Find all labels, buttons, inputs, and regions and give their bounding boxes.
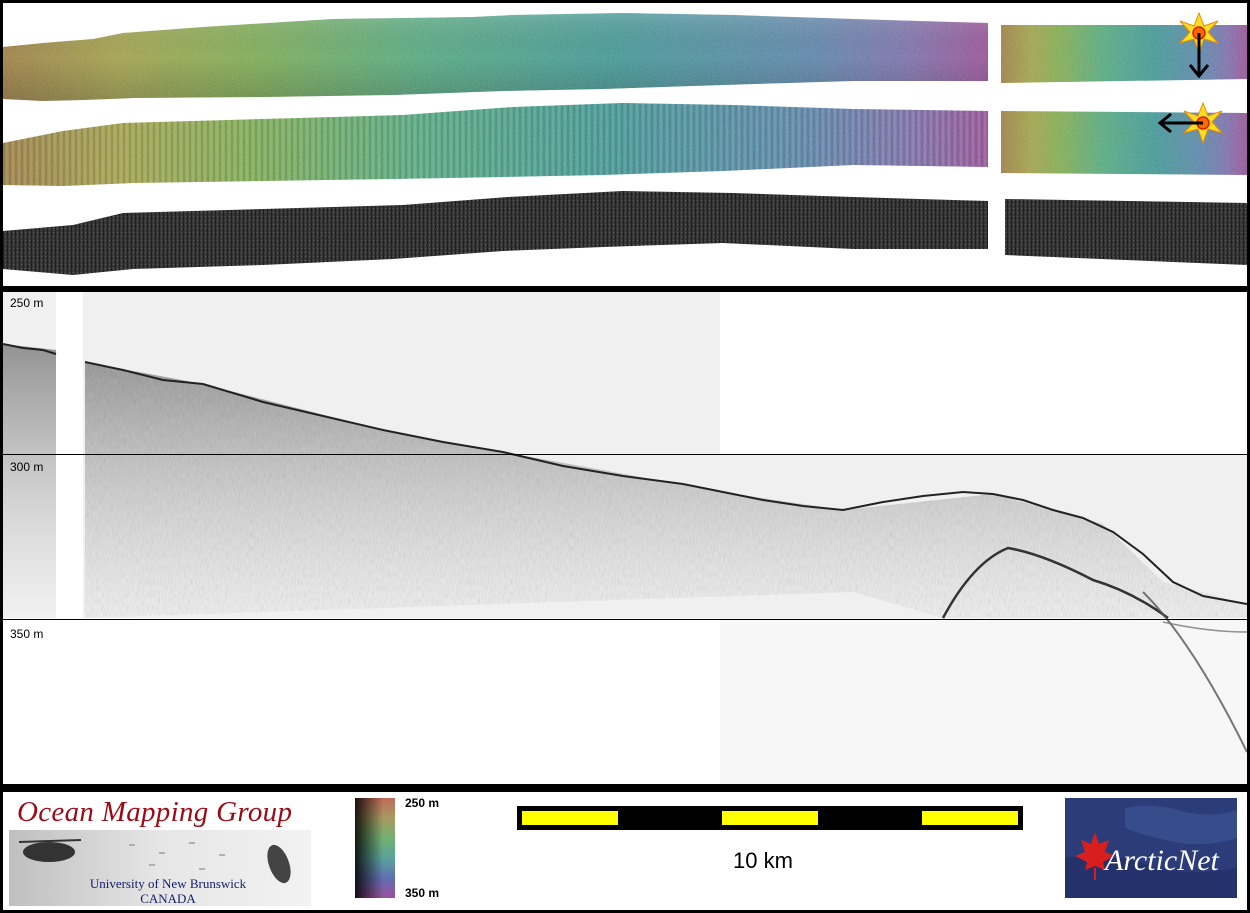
subsurface-reflector [941,546,1169,620]
scale-bar-segment [922,811,1018,825]
subbottom-profile-panel: 250 m 300 m 350 m [3,292,1247,784]
footer-panel: Ocean Mapping Group University of New Br… [3,792,1247,910]
university-name: University of New Brunswick [89,876,247,891]
depth-label-300: 300 m [10,460,44,474]
maple-leaf-icon [1075,832,1115,870]
scale-bar-segment [722,811,818,825]
university-text: University of New Brunswick CANADA [63,876,273,906]
swath-map-panel [3,3,1247,286]
colorbar-top-label: 250 m [405,796,440,810]
scale-bar-segment [522,811,618,825]
backscatter-strip [3,191,1247,275]
depth-gridline-350 [3,619,1247,620]
arrow-left-icon [1157,112,1203,134]
profile-window [720,618,1247,784]
university-country: CANADA [140,891,196,906]
swath-strips [3,11,1247,275]
depth-colorbar-shading [355,798,395,898]
arcticnet-logo: ArcticNet [1065,798,1237,898]
colorbar-bottom-label: 350 m [405,886,440,900]
arcticnet-logo-text: ArcticNet [1103,844,1220,877]
ocean-mapping-group-title: Ocean Mapping Group [17,796,293,828]
seafloor-reflector [3,343,57,355]
seafloor-reflector [84,361,1247,605]
bathymetry-strip-north-illumination [3,13,1247,101]
arrow-down-icon [1188,33,1210,79]
scale-bar [517,806,1023,830]
depth-label-250: 250 m [10,296,44,310]
bathymetry-strip-west-illumination [3,103,1247,186]
depth-label-350: 350 m [10,627,44,641]
profile-image [3,292,1247,784]
ocean-mapping-logo-image [9,830,311,906]
depth-gridline-300 [3,454,1247,455]
scale-bar-label: 10 km [733,848,793,873]
